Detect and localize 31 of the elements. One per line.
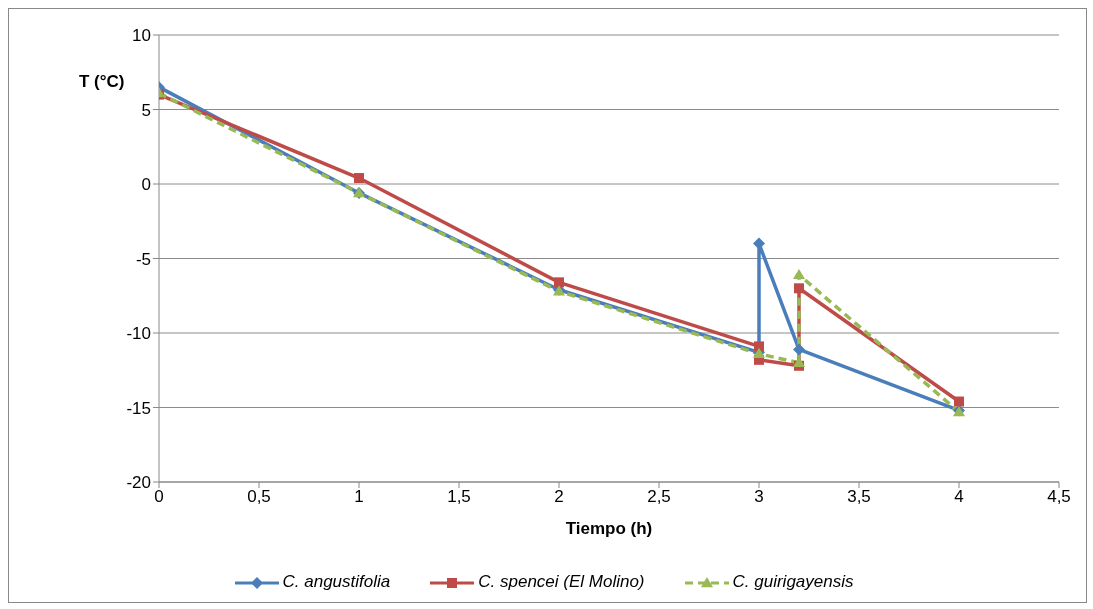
x-tick-label: 3,5 bbox=[847, 487, 871, 507]
x-tick-label: 3 bbox=[754, 487, 764, 507]
y-tick-label: 0 bbox=[141, 175, 151, 195]
y-tick-label: -15 bbox=[126, 398, 151, 418]
point bbox=[754, 341, 764, 352]
x-tick-label: 1,5 bbox=[447, 487, 471, 507]
point bbox=[793, 343, 805, 356]
point bbox=[954, 396, 964, 407]
y-tick-label: -10 bbox=[126, 324, 151, 344]
point bbox=[794, 283, 804, 294]
x-tick-label: 1 bbox=[354, 487, 364, 507]
x-axis-title: Tiempo (h) bbox=[565, 519, 653, 539]
x-tick-label: 0 bbox=[154, 487, 164, 507]
y-tick-label: -20 bbox=[126, 473, 151, 493]
legend-label: C. angustifolia bbox=[281, 572, 391, 592]
y-tick-label: 10 bbox=[132, 26, 151, 46]
point bbox=[793, 268, 805, 280]
point bbox=[753, 237, 765, 250]
legend-label: C. guirigayensis bbox=[731, 572, 854, 592]
point bbox=[554, 277, 564, 288]
x-tick-label: 2,5 bbox=[647, 487, 671, 507]
x-tick-label: 0,5 bbox=[247, 487, 271, 507]
x-tick-label: 4,5 bbox=[1047, 487, 1071, 507]
legend-label: C. spencei (El Molino) bbox=[477, 572, 645, 592]
point bbox=[793, 356, 805, 367]
x-tick-label: 2 bbox=[554, 487, 564, 507]
y-axis-title: T (°C) bbox=[79, 72, 125, 92]
point bbox=[354, 173, 364, 184]
x-tick-label: 4 bbox=[954, 487, 964, 507]
y-tick-label: -5 bbox=[135, 249, 151, 269]
y-tick-label: 5 bbox=[141, 100, 151, 120]
